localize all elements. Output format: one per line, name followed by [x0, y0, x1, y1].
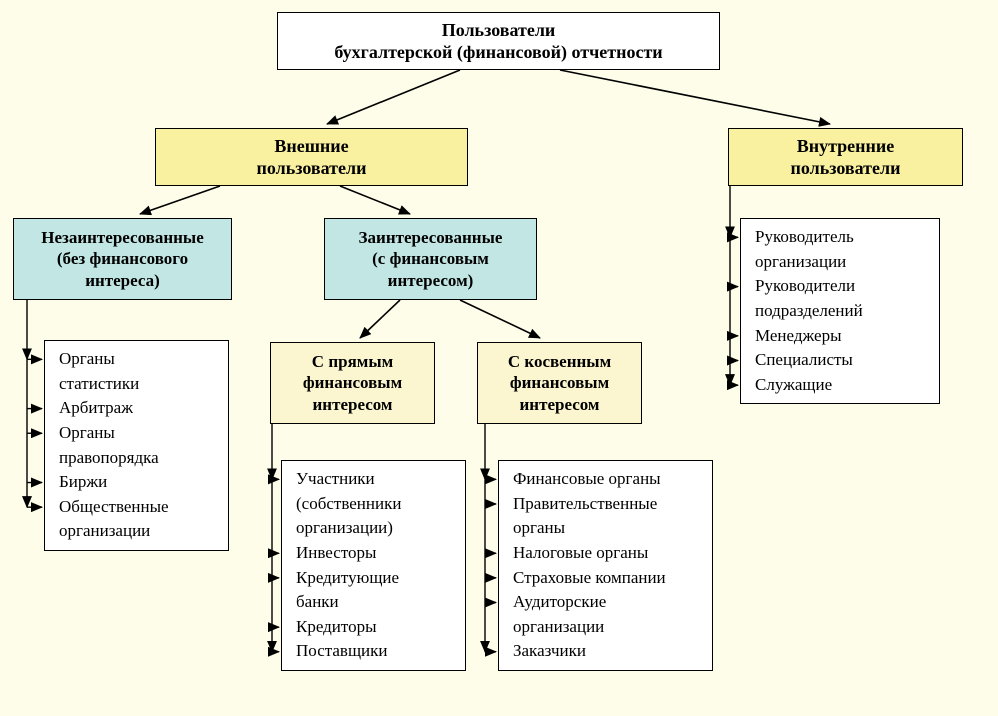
noninterested-line1: Незаинтересованные — [41, 227, 204, 248]
root-line2: бухгалтерской (финансовой) отчетности — [334, 41, 662, 64]
list-item: Руководитель — [755, 225, 929, 250]
list-item: Руководители — [755, 274, 929, 299]
list-item: Служащие — [755, 373, 929, 398]
interested-line2: (с финансовым — [372, 248, 489, 269]
list-item: Органы — [59, 421, 218, 446]
list-item: Финансовые органы — [513, 467, 702, 492]
list-item: Специалисты — [755, 348, 929, 373]
node-noninterested: Незаинтересованные (без финансового инте… — [13, 218, 232, 300]
noninterested-line3: интереса) — [85, 270, 160, 291]
list-item: подразделений — [755, 299, 929, 324]
indirect-line3: интересом — [520, 394, 600, 415]
list-item: организации — [513, 615, 702, 640]
list-item: Кредиторы — [296, 615, 455, 640]
internal-line2: пользователи — [791, 157, 901, 180]
list-item: органы — [513, 516, 702, 541]
node-root: Пользователи бухгалтерской (финансовой) … — [277, 12, 720, 70]
list-item: Общественные — [59, 495, 218, 520]
list-item: Участники — [296, 467, 455, 492]
list-item: Органы — [59, 347, 218, 372]
list-noninterested: ОрганыстатистикиАрбитражОрганыправопоряд… — [44, 340, 229, 551]
external-line1: Внешние — [274, 135, 348, 158]
list-item: Страховые компании — [513, 566, 702, 591]
list-item: Биржи — [59, 470, 218, 495]
internal-line1: Внутренние — [797, 135, 895, 158]
list-direct: Участники(собственникиорганизации)Инвест… — [281, 460, 466, 671]
list-item: организации — [59, 519, 218, 544]
external-line2: пользователи — [257, 157, 367, 180]
list-item: организации — [755, 250, 929, 275]
list-item: Менеджеры — [755, 324, 929, 349]
list-item: статистики — [59, 372, 218, 397]
node-external: Внешние пользователи — [155, 128, 468, 186]
root-line1: Пользователи — [442, 19, 556, 42]
indirect-line2: финансовым — [510, 372, 609, 393]
list-item: Правительственные — [513, 492, 702, 517]
list-item: (собственники — [296, 492, 455, 517]
interested-line3: интересом) — [388, 270, 474, 291]
list-item: организации) — [296, 516, 455, 541]
list-item: Налоговые органы — [513, 541, 702, 566]
node-internal: Внутренние пользователи — [728, 128, 963, 186]
direct-line3: интересом — [313, 394, 393, 415]
list-item: Инвесторы — [296, 541, 455, 566]
list-item: банки — [296, 590, 455, 615]
node-direct: С прямым финансовым интересом — [270, 342, 435, 424]
list-item: Арбитраж — [59, 396, 218, 421]
indirect-line1: С косвенным — [508, 351, 611, 372]
node-indirect: С косвенным финансовым интересом — [477, 342, 642, 424]
direct-line2: финансовым — [303, 372, 402, 393]
list-internal: РуководительорганизацииРуководителиподра… — [740, 218, 940, 404]
list-item: Поставщики — [296, 639, 455, 664]
list-item: правопорядка — [59, 446, 218, 471]
direct-line1: С прямым — [312, 351, 393, 372]
list-item: Аудиторские — [513, 590, 702, 615]
list-item: Заказчики — [513, 639, 702, 664]
node-interested: Заинтересованные (с финансовым интересом… — [324, 218, 537, 300]
list-item: Кредитующие — [296, 566, 455, 591]
list-indirect: Финансовые органыПравительственныеорганы… — [498, 460, 713, 671]
noninterested-line2: (без финансового — [57, 248, 188, 269]
interested-line1: Заинтересованные — [359, 227, 503, 248]
